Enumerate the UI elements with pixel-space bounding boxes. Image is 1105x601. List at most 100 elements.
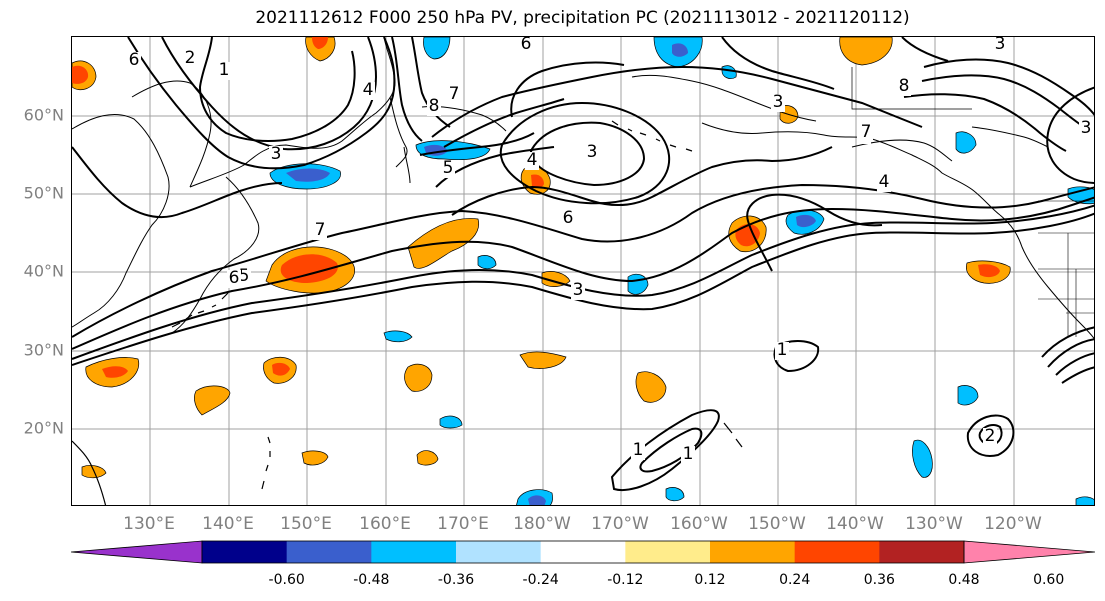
precip-core xyxy=(286,168,330,182)
contour-label-backdrop xyxy=(681,446,695,464)
longitude-label: 130°W xyxy=(905,514,963,534)
precip-core xyxy=(280,254,338,283)
pv-contour xyxy=(451,146,833,216)
contour-label-backdrop xyxy=(983,428,997,446)
contour-label: 8 xyxy=(899,76,910,96)
longitude-label: 150°W xyxy=(748,514,806,534)
contour-label-backdrop xyxy=(217,62,231,80)
pv-contour xyxy=(443,98,565,148)
longitude-label: 120°W xyxy=(984,514,1042,534)
precip-core xyxy=(672,43,688,57)
coastline xyxy=(631,74,817,122)
precip-blob xyxy=(721,65,737,79)
precip-blob xyxy=(665,487,685,502)
colorbar-tick-label: 0.12 xyxy=(694,572,726,588)
contour-label-backdrop xyxy=(427,98,441,116)
pv-contour xyxy=(72,212,1094,366)
precip-blob xyxy=(194,385,231,416)
latitude-label: 60°N xyxy=(23,105,64,125)
contour-label-backdrop xyxy=(877,174,891,192)
precip-blob xyxy=(955,131,977,154)
state-border xyxy=(1038,200,1094,337)
contour-label-backdrop xyxy=(361,82,375,100)
pv-contour xyxy=(746,193,883,272)
pv-contours xyxy=(72,37,1094,491)
contour-label: 4 xyxy=(527,150,538,170)
contour-label: 3 xyxy=(773,92,784,112)
colorbar-tick-label: 0.24 xyxy=(779,572,811,588)
contour-label-backdrop xyxy=(1079,120,1093,138)
contour-label-backdrop xyxy=(571,282,585,300)
island-chain xyxy=(72,440,107,505)
colorbar-tick-label: -0.48 xyxy=(353,572,390,588)
contour-label: 6 xyxy=(229,268,240,288)
precip-blob xyxy=(404,363,433,392)
contour-label: 1 xyxy=(777,340,788,360)
colorbar-segment xyxy=(794,541,880,563)
contour-label: 6 xyxy=(521,37,532,54)
coastlines xyxy=(72,37,1094,505)
map-canvas: 621348756334632112387431567 xyxy=(72,37,1094,505)
coastline xyxy=(999,214,1094,340)
contour-label-backdrop xyxy=(561,210,575,228)
latitude-label: 20°N xyxy=(23,418,64,438)
map-title: 2021112612 F000 250 hPa PV, precipitatio… xyxy=(255,8,910,28)
contour-label-backdrop xyxy=(227,270,241,288)
contour-label-backdrop xyxy=(993,37,1007,54)
colorbar-segment xyxy=(540,541,626,563)
precip-blob xyxy=(519,351,567,369)
coastline xyxy=(171,176,260,334)
precip-blob xyxy=(423,37,451,60)
contour-label-backdrop xyxy=(447,86,461,104)
latitude-label: 40°N xyxy=(23,261,64,281)
longitude-label: 160°E xyxy=(359,514,411,534)
contour-label: 1 xyxy=(683,444,694,464)
pv-contour xyxy=(72,183,1094,338)
coastline xyxy=(389,96,408,168)
colorbar-tick-label: -0.24 xyxy=(522,572,559,588)
longitude-label: 180°W xyxy=(513,514,571,534)
longitude-label: 150°E xyxy=(280,514,332,534)
coastline xyxy=(131,80,212,188)
pv-contour xyxy=(72,204,1094,360)
contour-label: 1 xyxy=(633,440,644,460)
longitude-label: 130°E xyxy=(123,514,175,534)
contour-label: 3 xyxy=(995,37,1006,54)
latitude-label: 30°N xyxy=(23,340,64,360)
precip-core xyxy=(102,366,128,378)
precip-blob xyxy=(416,450,439,466)
colorbar-segment xyxy=(625,541,711,563)
contour-label-backdrop xyxy=(897,78,911,96)
contour-label-backdrop xyxy=(519,37,533,54)
pv-contour xyxy=(1046,86,1094,184)
pv-contour xyxy=(419,132,535,156)
pv-contour xyxy=(127,37,396,170)
pv-contour xyxy=(1041,326,1094,384)
precip-blob xyxy=(627,273,649,295)
pv-contour xyxy=(72,146,283,219)
contour-label-backdrop xyxy=(313,222,327,240)
colorbar-segment xyxy=(456,541,542,563)
coastline xyxy=(403,146,411,184)
colorbar-tick-label: -0.12 xyxy=(607,572,644,588)
pv-contour xyxy=(966,414,1015,457)
contour-label: 1 xyxy=(219,60,230,80)
colorbar-segment xyxy=(286,541,372,563)
precip-blob xyxy=(1075,496,1094,505)
longitude-label: 160°W xyxy=(670,514,728,534)
colorbar-segment xyxy=(371,541,457,563)
contour-label-backdrop xyxy=(127,52,141,70)
precip-core xyxy=(312,37,328,49)
pv-contour xyxy=(431,65,923,138)
precip-core xyxy=(272,362,290,376)
pv-contour xyxy=(198,37,356,142)
precip-blob xyxy=(957,385,979,406)
precip-blob xyxy=(541,271,571,287)
precip-core xyxy=(531,174,544,189)
precip-blob xyxy=(383,330,413,343)
precip-core xyxy=(796,214,816,228)
contour-label-backdrop xyxy=(525,152,539,170)
pv-contour xyxy=(903,93,1067,152)
precip-blob xyxy=(635,371,667,403)
longitude-label: 170°E xyxy=(437,514,489,534)
